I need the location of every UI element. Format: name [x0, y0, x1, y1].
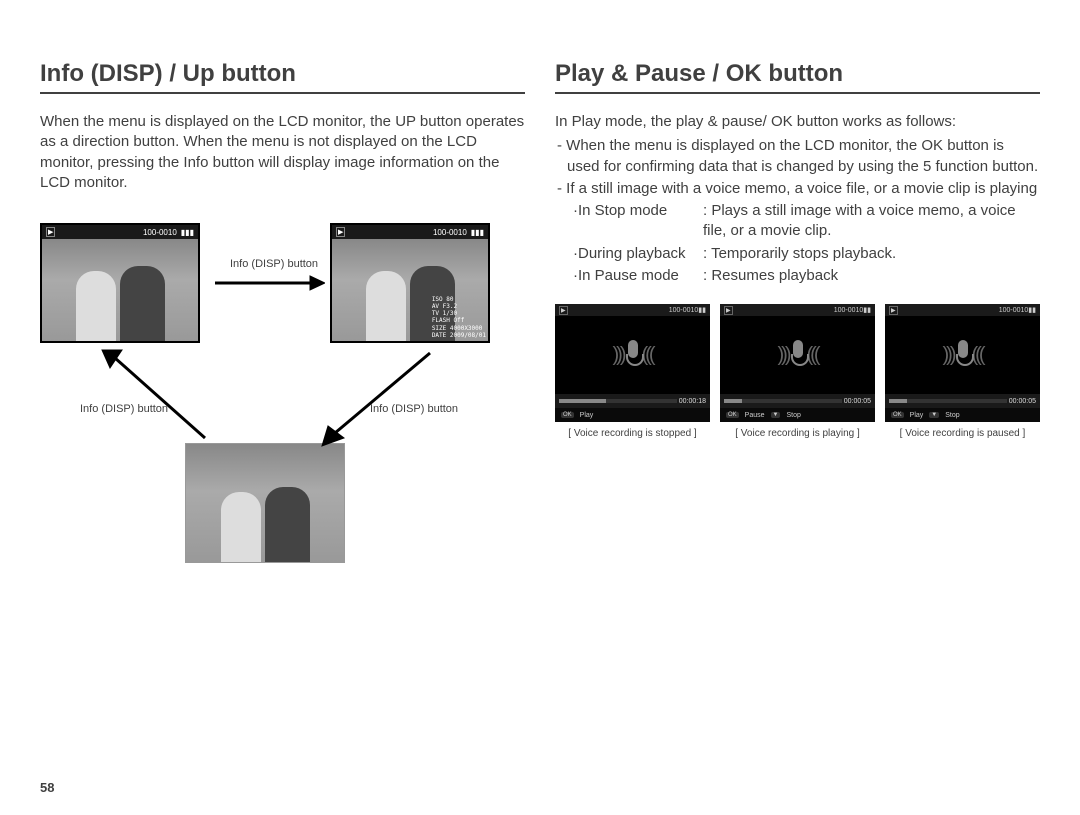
microphone-icon [954, 340, 972, 370]
elapsed-time: 00:00:05 [844, 398, 871, 405]
battery-icon: ▮▮ [863, 306, 871, 314]
voice-counter: 100-0010 [834, 307, 864, 314]
voice-counter: 100-0010 [669, 307, 699, 314]
bullet-list: - When the menu is displayed on the LCD … [555, 136, 1040, 199]
progress-bar [889, 399, 1007, 403]
mode-list: ·In Stop mode Plays a still image with a… [555, 201, 1040, 286]
lcd-screen-basic: ▶ 100-0010 ▮▮▮ [40, 223, 200, 343]
microphone-icon [789, 340, 807, 370]
bullet-item: - If a still image with a voice memo, a … [555, 179, 1040, 199]
progress-bar [724, 399, 842, 403]
voice-caption: [ Voice recording is playing ] [720, 428, 875, 439]
button-label: Stop [945, 412, 959, 419]
control-bar: OK Pause ▼ Stop [720, 408, 875, 422]
playback-icon: ▶ [46, 227, 55, 237]
arrow-diag-down-icon [320, 348, 440, 448]
sound-wave-icon: ))) [778, 344, 789, 367]
bullet-item: - When the menu is displayed on the LCD … [555, 136, 1040, 177]
sound-wave-icon: ))) [613, 344, 624, 367]
arrow-diag-up-icon [100, 348, 220, 448]
mode-row: ·In Stop mode Plays a still image with a… [555, 201, 1040, 242]
voice-screen: ▶100-0010 ▮▮)))(((00:00:05OKPause▼Stop [720, 304, 875, 422]
voice-screen: ▶100-0010 ▮▮)))(((00:00:18OKPlay [555, 304, 710, 422]
button-label: Stop [786, 412, 800, 419]
button-key-icon: ▼ [929, 412, 939, 418]
battery-icon: ▮▮▮ [471, 228, 484, 237]
info-disp-diagram: ▶ 100-0010 ▮▮▮ ▶ 100-0010 ▮▮▮ [40, 213, 520, 613]
page-number: 58 [40, 780, 54, 795]
sample-photo [186, 444, 344, 562]
voice-captions-row: [ Voice recording is stopped ] [ Voice re… [555, 428, 1040, 439]
battery-icon: ▮▮ [698, 306, 706, 314]
left-column: Info (DISP) / Up button When the menu is… [40, 60, 525, 613]
voice-screen: ▶100-0010 ▮▮)))(((00:00:05OKPlay▼Stop [885, 304, 1040, 422]
left-paragraph: When the menu is displayed on the LCD mo… [40, 112, 525, 193]
lcd-counter: 100-0010 [433, 228, 467, 237]
control-bar: OK Play ▼ Stop [885, 408, 1040, 422]
right-intro: In Play mode, the play & pause/ OK butto… [555, 112, 1040, 132]
elapsed-time: 00:00:18 [679, 398, 706, 405]
mode-row: ·In Pause mode Resumes playback [555, 266, 1040, 286]
playback-icon: ▶ [889, 306, 898, 315]
progress-bar [559, 399, 677, 403]
voice-caption: [ Voice recording is paused ] [885, 428, 1040, 439]
sample-photo [42, 239, 198, 341]
arrow-right-icon [215, 273, 325, 293]
button-label: Play [910, 412, 924, 419]
image-info-overlay: ISO 80 AV F3.2 TV 1/30 FLASH Off SIZE 40… [432, 296, 486, 339]
playback-icon: ▶ [724, 306, 733, 315]
button-key-icon: ▼ [771, 412, 781, 418]
button-key-icon: OK [726, 412, 739, 418]
sound-wave-icon: ))) [943, 344, 954, 367]
voice-screens-row: ▶100-0010 ▮▮)))(((00:00:18OKPlay▶100-001… [555, 304, 1040, 422]
control-bar: OK Play [555, 408, 710, 422]
lcd-screen-none [185, 443, 345, 563]
right-section-title: Play & Pause / OK button [555, 60, 1040, 94]
left-section-title: Info (DISP) / Up button [40, 60, 525, 94]
button-key-icon: OK [561, 412, 574, 418]
battery-icon: ▮▮ [1028, 306, 1036, 314]
elapsed-time: 00:00:05 [1009, 398, 1036, 405]
button-label: Play [580, 412, 594, 419]
lcd-counter: 100-0010 [143, 228, 177, 237]
button-label: Pause [745, 412, 765, 419]
voice-caption: [ Voice recording is stopped ] [555, 428, 710, 439]
sample-photo: ISO 80 AV F3.2 TV 1/30 FLASH Off SIZE 40… [332, 239, 488, 341]
battery-icon: ▮▮▮ [181, 228, 194, 237]
mode-row: ·During playback Temporarily stops playb… [555, 244, 1040, 264]
lcd-screen-detailed: ▶ 100-0010 ▮▮▮ ISO 80 AV F3.2 TV 1/30 FL… [330, 223, 490, 343]
playback-icon: ▶ [336, 227, 345, 237]
playback-icon: ▶ [559, 306, 568, 315]
button-key-icon: OK [891, 412, 904, 418]
caption-top-arrow: Info (DISP) button [230, 258, 318, 270]
voice-counter: 100-0010 [999, 307, 1029, 314]
right-column: Play & Pause / OK button In Play mode, t… [555, 60, 1040, 613]
microphone-icon [624, 340, 642, 370]
